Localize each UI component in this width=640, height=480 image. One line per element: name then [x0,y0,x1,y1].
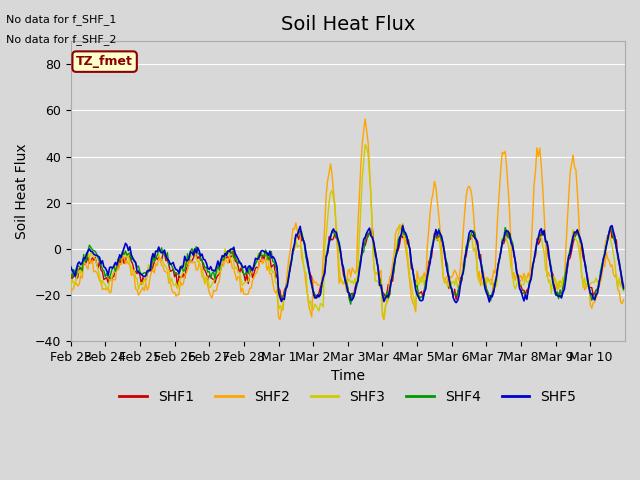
Legend: SHF1, SHF2, SHF3, SHF4, SHF5: SHF1, SHF2, SHF3, SHF4, SHF5 [114,384,582,409]
X-axis label: Time: Time [331,370,365,384]
Text: TZ_fmet: TZ_fmet [76,55,133,68]
Text: No data for f_SHF_2: No data for f_SHF_2 [6,34,117,45]
Y-axis label: Soil Heat Flux: Soil Heat Flux [15,144,29,239]
Text: No data for f_SHF_1: No data for f_SHF_1 [6,14,116,25]
Title: Soil Heat Flux: Soil Heat Flux [280,15,415,34]
